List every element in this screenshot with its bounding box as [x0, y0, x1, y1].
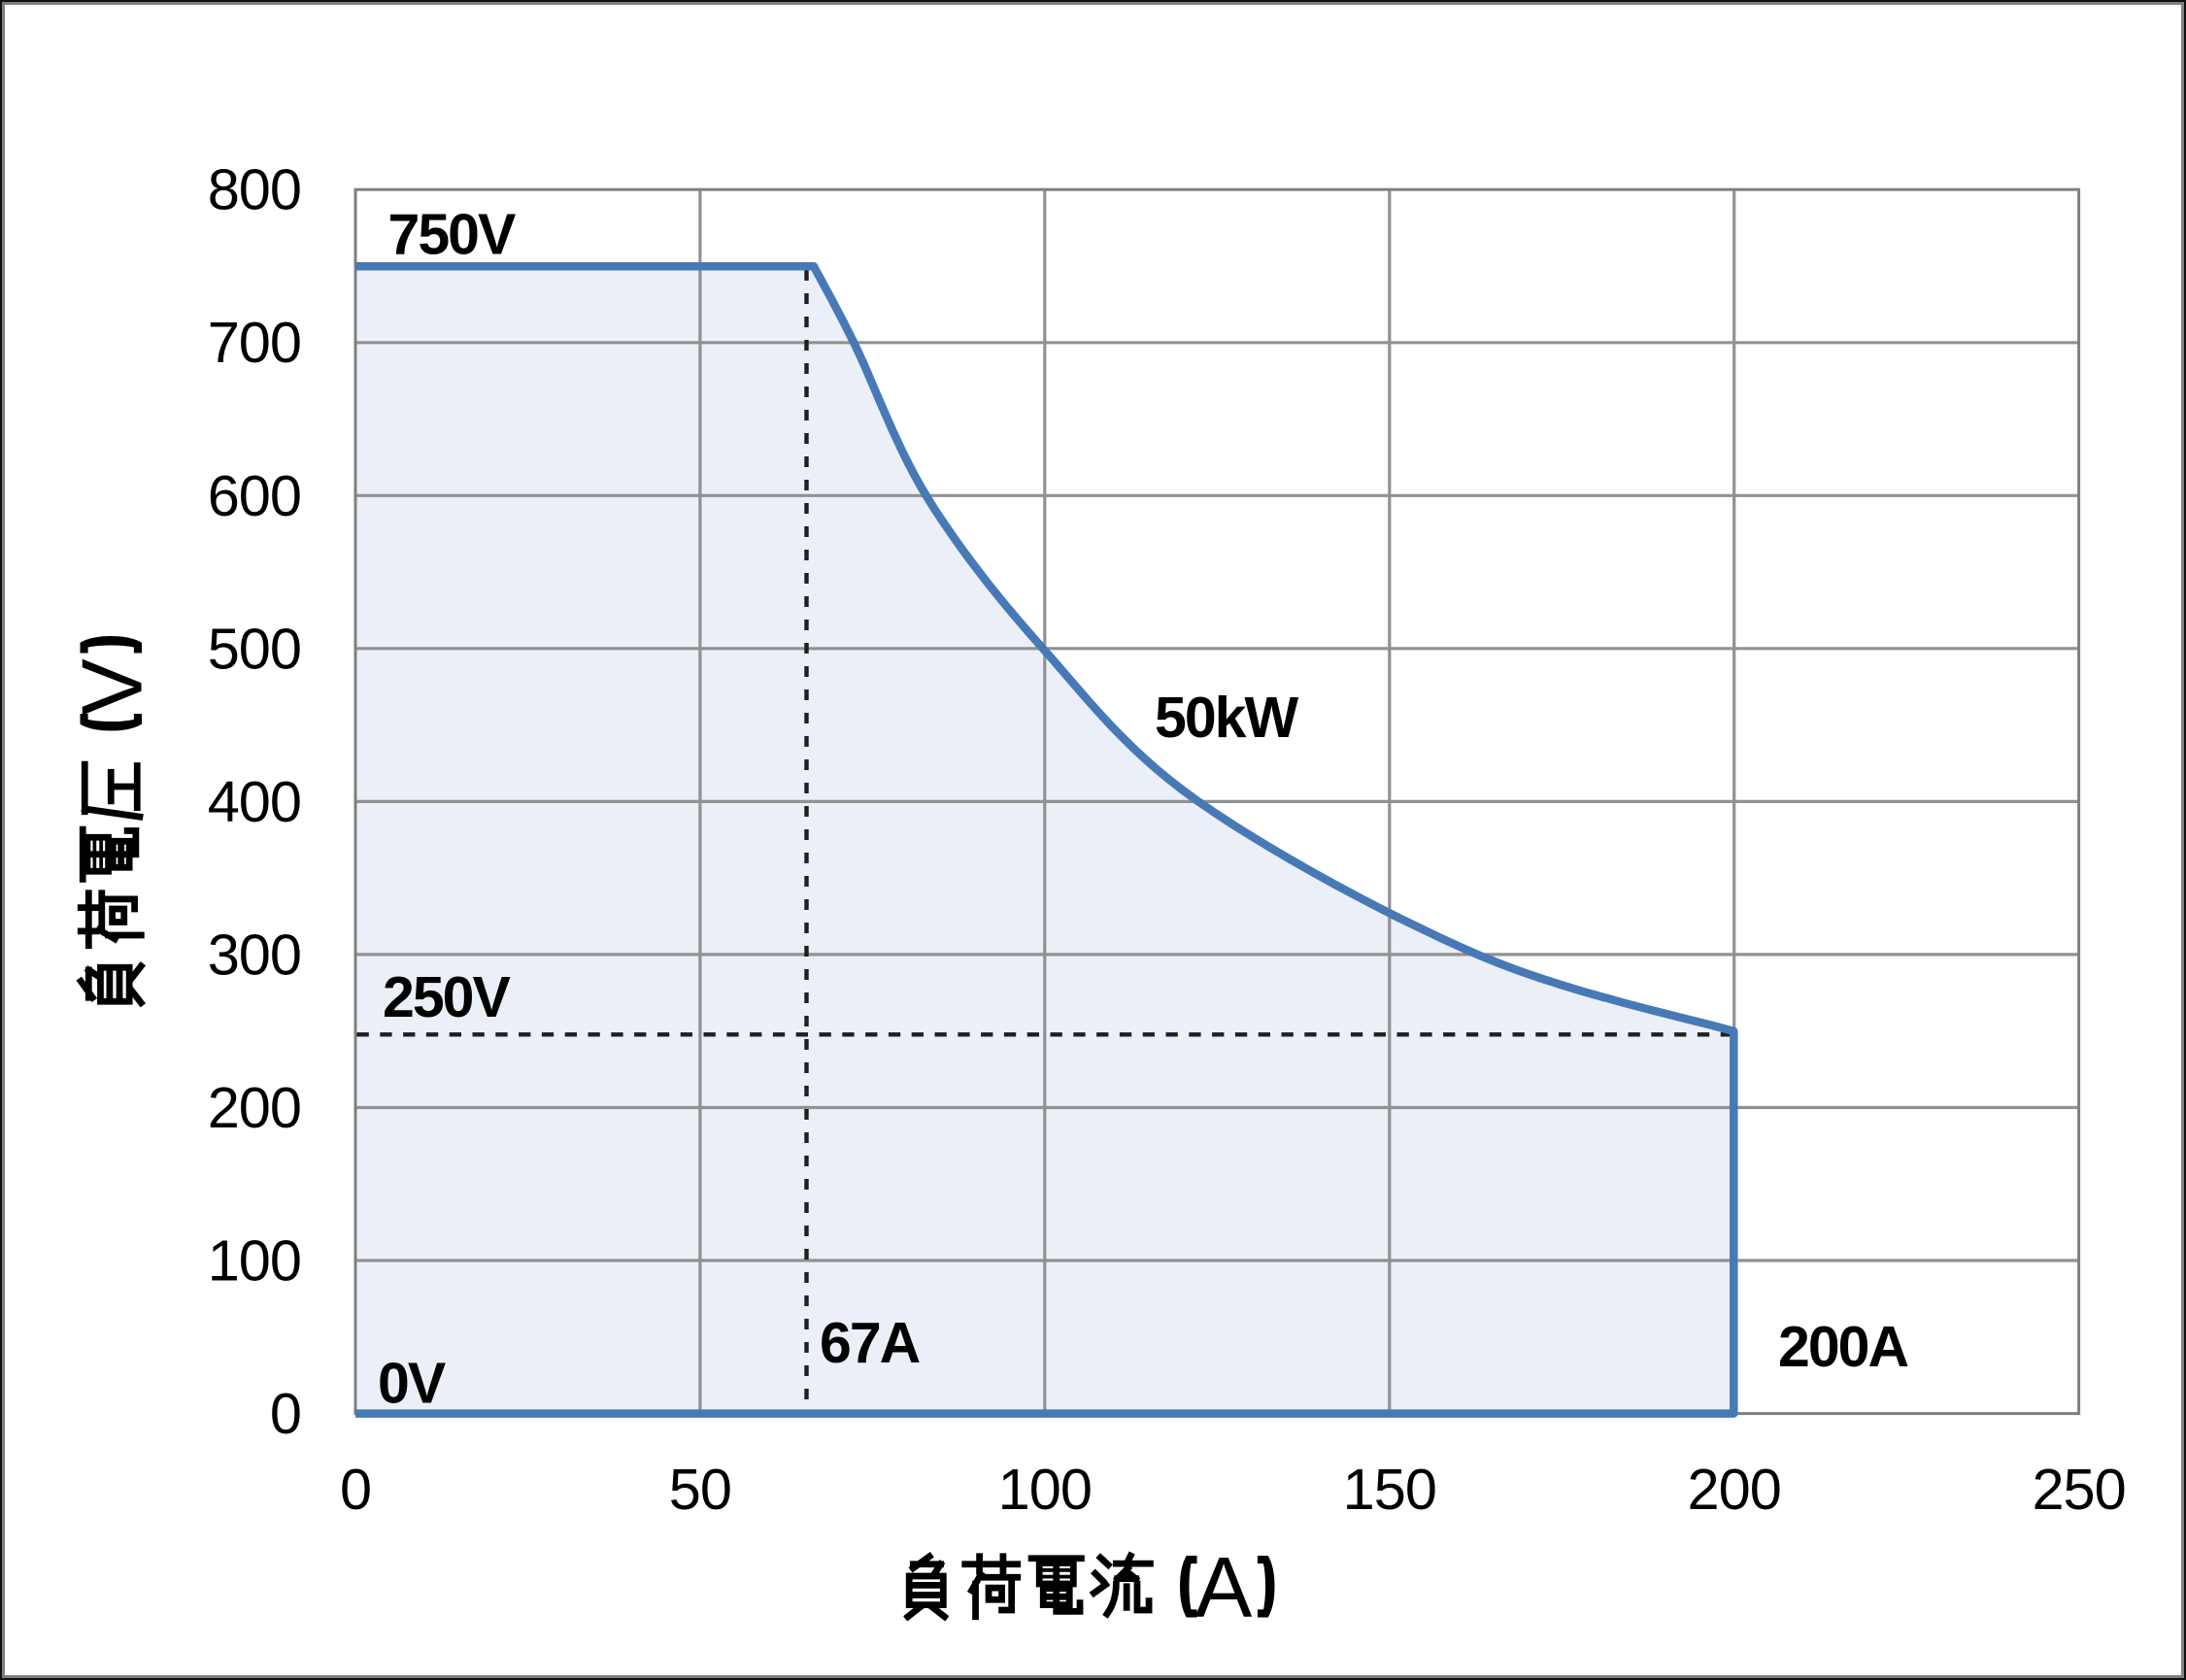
- svg-text:200: 200: [1688, 1457, 1781, 1522]
- svg-text:A: A: [1195, 1539, 1253, 1635]
- svg-text:200A: 200A: [1778, 1315, 1908, 1379]
- svg-text:V: V: [64, 658, 160, 716]
- svg-text:0: 0: [340, 1457, 371, 1522]
- svg-text:250: 250: [2032, 1457, 2125, 1522]
- svg-text:0: 0: [270, 1381, 301, 1446]
- svg-text:400: 400: [208, 769, 301, 834]
- svg-text:500: 500: [208, 616, 301, 681]
- svg-text:67A: 67A: [820, 1311, 921, 1375]
- svg-text:600: 600: [208, 463, 301, 528]
- svg-text:750V: 750V: [388, 203, 516, 267]
- svg-text:200: 200: [208, 1075, 301, 1140]
- svg-text:100: 100: [208, 1228, 301, 1294]
- svg-text:150: 150: [1343, 1457, 1436, 1522]
- svg-text:0V: 0V: [378, 1352, 446, 1416]
- svg-text:300: 300: [208, 922, 301, 987]
- svg-text:50: 50: [669, 1457, 731, 1522]
- svg-text:100: 100: [998, 1457, 1092, 1522]
- svg-text:700: 700: [208, 310, 301, 375]
- svg-text:50kW: 50kW: [1155, 686, 1298, 750]
- svg-text:250V: 250V: [383, 965, 510, 1029]
- svg-text:800: 800: [208, 157, 301, 222]
